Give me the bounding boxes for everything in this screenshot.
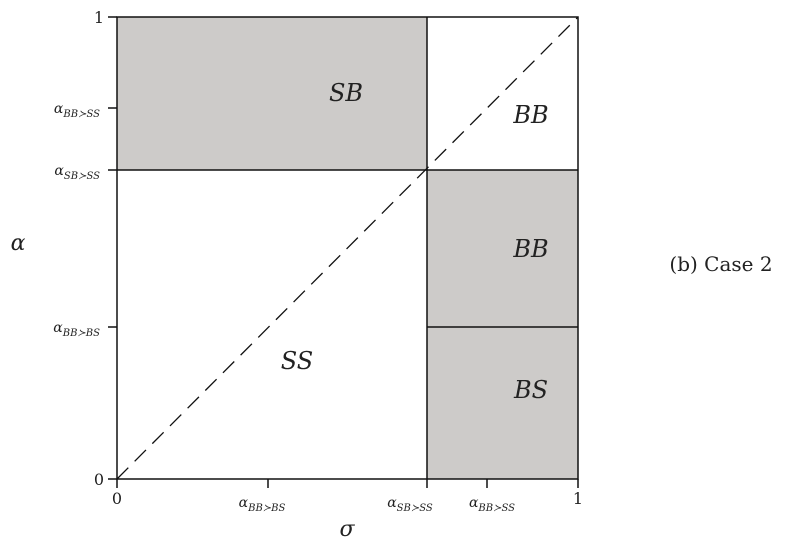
region-label-sb: SB — [329, 79, 363, 107]
region-bb-mid — [427, 170, 578, 327]
x-axis-title: σ — [339, 517, 355, 542]
y-tick-label-sb-ss: αSB≻SS — [54, 163, 100, 182]
region-label-bb-top: BB — [512, 101, 548, 129]
y-tick-label-0: 0 — [94, 470, 104, 489]
region-sb — [117, 17, 427, 170]
x-tick-label-1: 1 — [573, 489, 583, 508]
y-tick-label-1: 1 — [94, 8, 104, 27]
y-ticks — [108, 16, 117, 480]
figure-caption: (b) Case 2 — [669, 252, 772, 276]
x-tick-label-bb-bs: αBB≻BS — [239, 495, 286, 514]
region-label-ss: SS — [281, 347, 313, 375]
region-label-bb-mid: BB — [512, 235, 548, 263]
region-label-bs: BS — [513, 376, 548, 404]
x-ticks — [116, 479, 579, 488]
x-tick-label-sb-ss: αSB≻SS — [387, 495, 433, 514]
y-axis-title: α — [11, 231, 26, 256]
plot-frame — [116, 16, 579, 480]
x-tick-label-0: 0 — [112, 489, 122, 508]
y-tick-label-bb-bs: αBB≻BS — [53, 320, 100, 339]
region-bs — [427, 327, 578, 479]
diagonal-line — [116, 16, 579, 480]
y-tick-label-bb-ss: αBB≻SS — [54, 101, 100, 120]
x-tick-label-bb-ss: αBB≻SS — [469, 495, 515, 514]
